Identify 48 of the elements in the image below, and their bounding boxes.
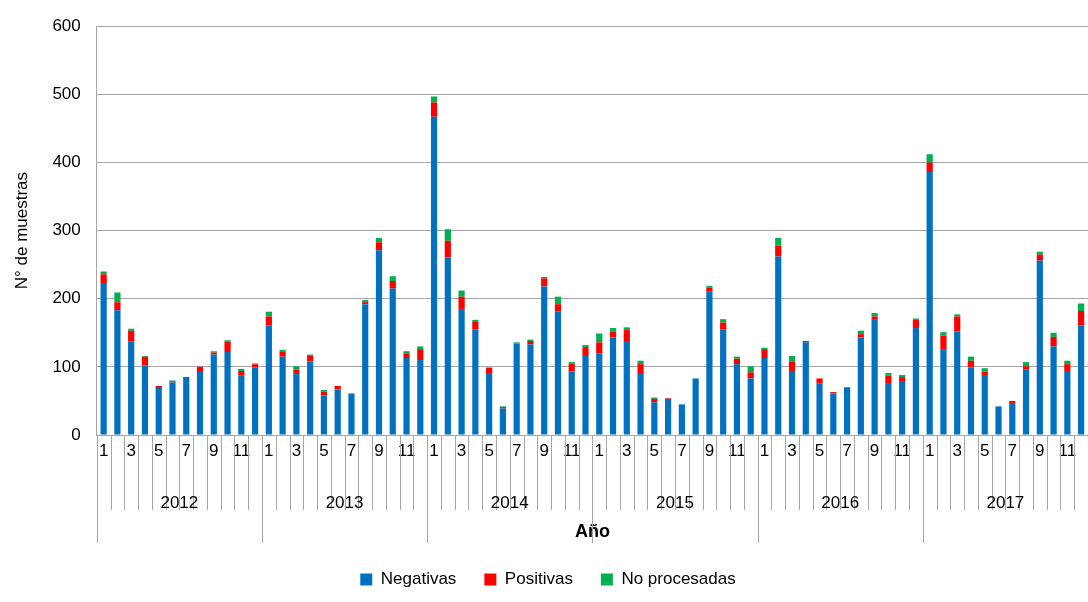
x-tick-label: 7 — [1007, 440, 1018, 460]
text: 2014 — [490, 492, 529, 512]
x-tick-label: 5 — [484, 440, 494, 460]
x-tick-label: 1 — [759, 440, 770, 460]
text: 2013 — [325, 492, 364, 512]
x-tick-label: 3 — [952, 440, 962, 460]
x-tick-label: 1 — [924, 440, 935, 460]
y-tick-label: 500 — [52, 84, 81, 104]
legend-label: Positivas — [504, 569, 573, 589]
x-tick-label: 7 — [511, 440, 522, 460]
x-tick-label: 3 — [456, 440, 467, 460]
x-tick-label: 9 — [1035, 440, 1045, 460]
x-tick-label: 1 — [264, 440, 274, 460]
legend-label: Negativas — [380, 569, 457, 589]
x-tick-label: 9 — [209, 440, 219, 460]
text: 2015 — [656, 492, 694, 512]
y-axis-title: N° de muestras — [11, 171, 31, 290]
x-tick-label: 9 — [869, 440, 880, 460]
x-tick-label: 7 — [842, 440, 852, 460]
x-tick-label: 3 — [126, 440, 136, 460]
x-tick-label: 7 — [677, 440, 687, 460]
text: 2016 — [821, 492, 860, 512]
x-tick-label: 5 — [649, 440, 660, 460]
y-tick-label: 0 — [71, 424, 81, 444]
text: 2017 — [986, 492, 1025, 512]
y-tick-label: 600 — [52, 15, 81, 35]
x-tick-label: 9 — [374, 440, 384, 460]
x-tick-label: 5 — [814, 440, 825, 460]
x-tick-label: 5 — [980, 440, 990, 460]
x-tick-label: 9 — [539, 440, 549, 460]
x-tick-label: 5 — [319, 440, 329, 460]
y-tick-label: 300 — [52, 220, 81, 240]
x-tick-label: 3 — [622, 440, 632, 460]
legend-label: No procesadas — [621, 569, 736, 589]
x-tick-label: 1 — [98, 440, 109, 460]
x-tick-label: 7 — [346, 440, 357, 460]
x-tick-label: 1 — [594, 440, 604, 460]
x-axis-title: Año — [574, 521, 610, 542]
y-tick-label: 200 — [52, 288, 81, 308]
y-tick-label: 400 — [52, 152, 81, 172]
x-tick-label: 3 — [291, 440, 302, 460]
x-tick-label: 7 — [181, 440, 191, 460]
x-tick-label: 1 — [429, 440, 439, 460]
text: 2012 — [160, 492, 199, 512]
x-tick-label: 9 — [704, 440, 715, 460]
y-tick-label: 100 — [52, 356, 81, 376]
x-tick-label: 3 — [787, 440, 797, 460]
x-tick-label: 5 — [153, 440, 164, 460]
